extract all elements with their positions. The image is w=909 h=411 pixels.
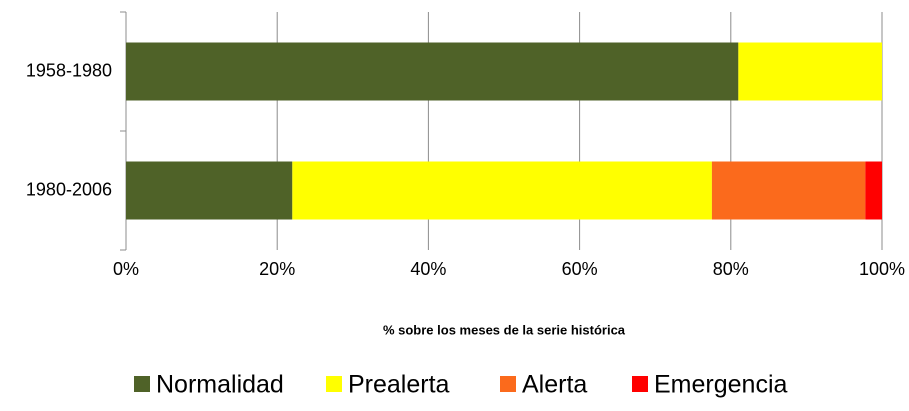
x-tick-label: 60% — [562, 259, 598, 279]
legend-label: Prealerta — [348, 371, 450, 399]
bar-segment — [126, 42, 739, 101]
legend-label: Emergencia — [654, 371, 787, 399]
legend-swatch — [134, 376, 150, 392]
y-tick-label: 1958-1980 — [26, 60, 112, 80]
x-tick-label: 0% — [113, 259, 139, 279]
bar-segment — [738, 42, 882, 101]
legend-label: Normalidad — [156, 371, 284, 399]
legend-swatch — [632, 376, 648, 392]
bar-segment — [711, 161, 866, 220]
x-tick-label: 80% — [713, 259, 749, 279]
x-tick-label: 20% — [259, 259, 295, 279]
bar-segment — [865, 161, 882, 220]
y-tick-label: 1980-2006 — [26, 179, 112, 199]
x-axis-title: % sobre los meses de la serie histórica — [383, 322, 626, 337]
x-tick-label: 40% — [410, 259, 446, 279]
legend-swatch — [500, 376, 516, 392]
legend-label: Alerta — [522, 371, 587, 399]
bar-segment — [126, 161, 293, 220]
legend-swatch — [326, 376, 342, 392]
x-tick-label: 100% — [859, 259, 905, 279]
bar-segment — [292, 161, 712, 220]
